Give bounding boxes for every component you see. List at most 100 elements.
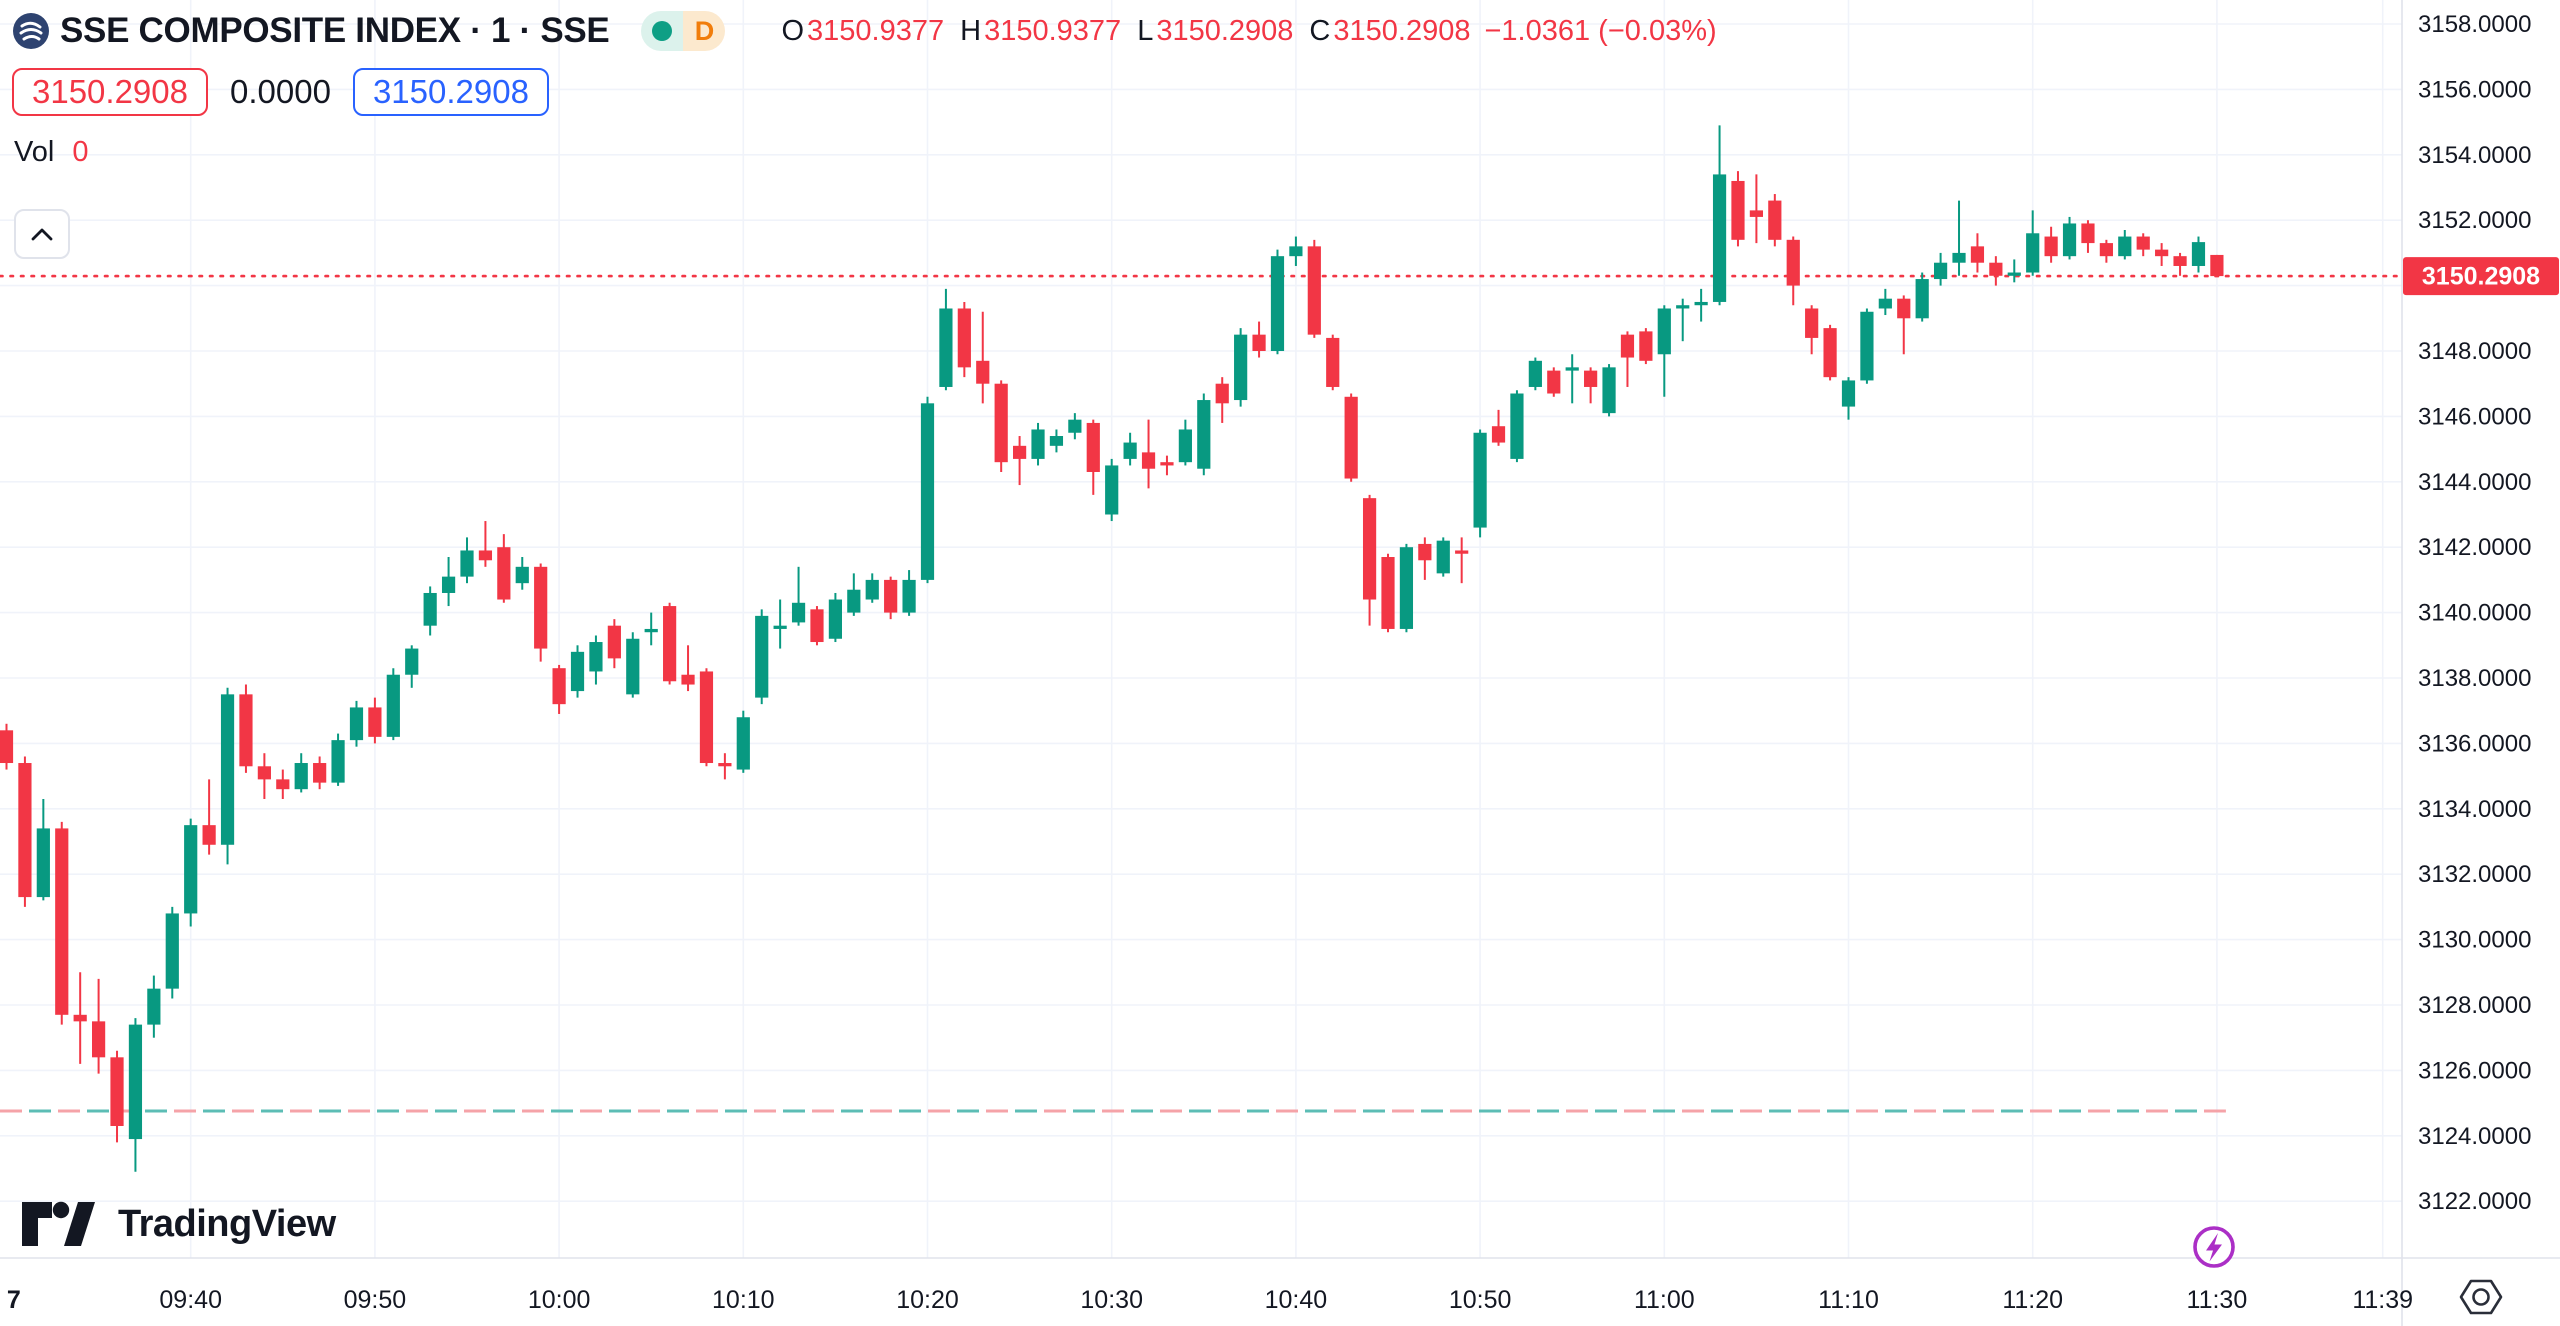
svg-text:3156.0000: 3156.0000: [2418, 76, 2531, 103]
last-price-badge: [2403, 257, 2559, 296]
open-value: 3150.9377: [807, 14, 945, 47]
low-label: L: [1137, 14, 1154, 47]
candle-up: [460, 550, 474, 577]
svg-text:10:20: 10:20: [896, 1286, 959, 1314]
candle-up: [1289, 246, 1303, 257]
candle-down: [1455, 550, 1469, 554]
candle-up: [1436, 540, 1450, 574]
close-label: C: [1309, 14, 1331, 47]
candle-up: [220, 694, 235, 845]
bid-price-badge[interactable]: 3150.2908: [12, 68, 208, 116]
candle-down: [1013, 445, 1027, 459]
candle-up: [2026, 233, 2040, 273]
candle-down: [994, 383, 1008, 463]
candle-down: [1252, 334, 1266, 351]
svg-text:10:50: 10:50: [1449, 1286, 1512, 1314]
candle-up: [1602, 367, 1616, 414]
candle-down: [202, 825, 216, 845]
candle-down: [257, 766, 271, 780]
candles-layer[interactable]: [0, 125, 2224, 1172]
candle-down: [1731, 180, 1745, 240]
candle-up: [147, 988, 161, 1025]
change-value: −1.0361 (−0.03%): [1484, 14, 1717, 47]
candle-up: [1510, 393, 1524, 459]
high-value: 3150.9377: [984, 14, 1122, 47]
svg-text:3138.0000: 3138.0000: [2418, 665, 2531, 692]
candle-up: [1473, 432, 1487, 528]
candle-down: [1639, 331, 1653, 361]
tradingview-wordmark: TradingView: [118, 1202, 336, 1245]
candle-down: [810, 609, 824, 643]
candle-down: [534, 566, 548, 649]
candle-down: [1086, 422, 1100, 472]
candle-up: [1123, 442, 1137, 459]
ask-price-badge[interactable]: 3150.2908: [352, 68, 549, 116]
candle-up: [1270, 256, 1285, 351]
tradingview-logo-icon: [20, 1200, 100, 1248]
candle-up: [184, 825, 198, 914]
svg-text:3132.0000: 3132.0000: [2418, 861, 2531, 888]
candle-up: [294, 763, 308, 790]
candle-down: [1786, 239, 1800, 286]
svg-text:3124.0000: 3124.0000: [2418, 1123, 2531, 1150]
time-axis[interactable]: 7 09:40 09:50 10:00 10:10 10:20 10:30 10:40 10:5…: [7, 1286, 2413, 1314]
candle-up: [331, 740, 345, 783]
candle-up: [1178, 429, 1192, 463]
gear-icon[interactable]: [2459, 1279, 2503, 1315]
spread-value: 0.0000: [230, 73, 331, 110]
candle-down: [0, 730, 14, 764]
candle-down: [1768, 200, 1782, 240]
svg-text:11:00: 11:00: [1634, 1286, 1695, 1314]
price-axis[interactable]: 3158.0000 3156.0000 3154.0000 3152.0000 3150…: [2403, 11, 2559, 1215]
candle-up: [2191, 242, 2206, 266]
candle-up: [349, 707, 364, 741]
candle-down: [368, 707, 382, 737]
candle-down: [1141, 452, 1156, 469]
candle-down: [2099, 243, 2113, 257]
lightning-icon[interactable]: [2193, 1226, 2235, 1268]
candle-down: [55, 828, 69, 1015]
candle-down: [1584, 370, 1598, 387]
symbol-title[interactable]: SSE COMPOSITE INDEX · 1 · SSE: [60, 11, 610, 50]
svg-text:09:50: 09:50: [344, 1286, 407, 1314]
candle-down: [1326, 337, 1340, 387]
candle-down: [699, 671, 714, 764]
candle-up: [1068, 419, 1082, 433]
candle-up: [1528, 360, 1542, 387]
candle-up: [2007, 272, 2021, 276]
candle-up: [828, 599, 842, 639]
svg-text:09:40: 09:40: [159, 1286, 222, 1314]
collapse-legend-button[interactable]: [14, 209, 70, 259]
candle-down: [497, 547, 511, 600]
svg-text:10:40: 10:40: [1265, 1286, 1328, 1314]
candle-up: [515, 566, 529, 584]
candle-down: [1823, 328, 1837, 378]
candle-up: [1915, 279, 1929, 319]
candle-up: [165, 913, 179, 989]
svg-text:3152.0000: 3152.0000: [2418, 207, 2531, 234]
candle-down: [73, 1014, 87, 1022]
candle-up: [902, 579, 916, 613]
candle-down: [110, 1057, 124, 1126]
candle-up: [773, 625, 787, 629]
candle-down: [1620, 334, 1635, 358]
close-value: 3150.2908: [1333, 14, 1471, 47]
candle-down: [1989, 262, 2003, 276]
candle-down: [1805, 308, 1819, 338]
chevron-up-icon: [30, 227, 54, 241]
svg-text:3144.0000: 3144.0000: [2418, 469, 2531, 496]
svg-text:7: 7: [7, 1286, 21, 1314]
candle-down: [884, 579, 898, 613]
tradingview-attribution[interactable]: TradingView: [20, 1200, 336, 1248]
volume-readout: Vol 0: [14, 134, 88, 170]
market-status-pill[interactable]: D: [641, 11, 726, 51]
candle-down: [1491, 426, 1506, 443]
candle-down: [1418, 543, 1432, 561]
candle-down: [718, 763, 732, 767]
ohlc-readout: O 3150.9377 H 3150.9377 L 3150.2908 C 31…: [781, 15, 1716, 48]
candle-up: [1712, 174, 1727, 302]
svg-text:3130.0000: 3130.0000: [2418, 927, 2531, 954]
